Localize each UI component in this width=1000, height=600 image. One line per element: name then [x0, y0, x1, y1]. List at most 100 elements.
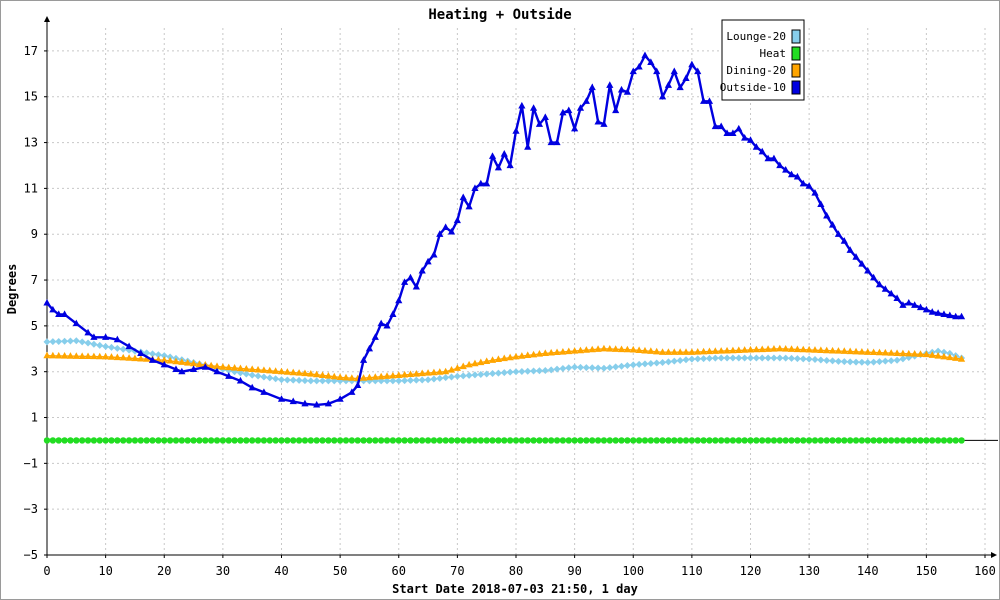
- data-point: [952, 312, 960, 320]
- data-point: [782, 354, 790, 362]
- data-point: [829, 437, 836, 444]
- data-point: [916, 350, 925, 357]
- data-point: [834, 357, 842, 365]
- data-point: [84, 328, 92, 336]
- y-tick-label: 13: [24, 136, 38, 150]
- data-point: [559, 347, 567, 355]
- data-point: [336, 373, 344, 381]
- data-point: [119, 353, 127, 361]
- data-point: [359, 374, 368, 381]
- data-point: [266, 366, 274, 374]
- data-point: [658, 348, 667, 355]
- data-point: [242, 370, 250, 378]
- data-point: [899, 437, 907, 444]
- data-point: [72, 337, 80, 345]
- data-point: [600, 437, 608, 444]
- data-point: [764, 354, 772, 362]
- data-point: [301, 399, 309, 407]
- data-point: [582, 346, 590, 353]
- data-point: [846, 437, 854, 444]
- data-point: [811, 188, 819, 196]
- legend-swatch: [791, 29, 801, 44]
- data-point: [864, 437, 871, 444]
- data-point: [501, 437, 508, 444]
- data-point: [817, 356, 825, 364]
- data-point: [958, 437, 965, 444]
- data-point: [576, 104, 585, 111]
- data-point: [905, 298, 913, 306]
- data-point: [524, 437, 531, 444]
- data-point: [957, 355, 966, 362]
- data-point: [665, 437, 672, 444]
- data-point: [500, 150, 508, 157]
- data-point: [289, 376, 297, 384]
- data-point: [600, 364, 608, 372]
- data-point: [676, 356, 684, 364]
- data-point: [864, 266, 872, 274]
- data-point: [488, 356, 497, 363]
- data-point: [248, 383, 256, 391]
- data-point: [365, 344, 374, 352]
- data-point: [676, 83, 684, 91]
- data-point: [705, 97, 714, 104]
- data-point: [670, 348, 678, 355]
- data-point: [875, 358, 883, 366]
- data-point: [43, 351, 51, 359]
- data-point: [946, 437, 954, 444]
- data-point: [248, 437, 256, 444]
- data-point: [905, 349, 913, 357]
- data-point: [881, 285, 889, 292]
- data-point: [911, 301, 919, 308]
- y-tick-label: 7: [31, 273, 38, 287]
- data-point: [512, 352, 520, 360]
- data-point: [875, 348, 884, 356]
- data-point: [213, 437, 221, 444]
- data-point: [957, 312, 966, 320]
- data-point: [90, 333, 98, 340]
- data-point: [700, 97, 708, 104]
- data-point: [588, 345, 596, 353]
- data-point: [794, 437, 801, 444]
- data-point: [840, 237, 848, 244]
- data-point: [418, 376, 426, 384]
- data-point: [254, 437, 262, 444]
- data-point: [565, 437, 572, 444]
- data-point: [125, 354, 133, 361]
- data-point: [582, 364, 590, 372]
- y-axis-label: Degrees: [5, 264, 19, 315]
- data-point: [600, 120, 608, 127]
- data-point: [940, 437, 948, 444]
- data-point: [547, 366, 555, 374]
- data-point: [571, 363, 579, 371]
- data-point: [483, 370, 491, 378]
- data-point: [436, 230, 444, 237]
- data-point: [518, 101, 526, 109]
- data-point: [465, 202, 473, 210]
- data-point: [670, 357, 678, 365]
- data-point: [518, 367, 526, 375]
- data-point: [500, 369, 508, 377]
- data-point: [536, 437, 543, 444]
- data-point: [694, 437, 701, 444]
- data-point: [383, 377, 391, 385]
- data-point: [571, 124, 579, 132]
- data-point: [143, 355, 151, 362]
- data-point: [430, 437, 438, 444]
- data-point: [553, 348, 561, 356]
- data-point: [594, 437, 602, 444]
- data-point: [277, 367, 286, 375]
- data-point: [946, 349, 954, 357]
- data-point: [160, 356, 168, 363]
- data-point: [870, 348, 878, 356]
- data-point: [131, 437, 139, 444]
- data-point: [653, 437, 660, 444]
- data-point: [331, 437, 338, 444]
- data-point: [295, 437, 303, 444]
- data-point: [782, 437, 789, 444]
- data-point: [377, 437, 385, 444]
- data-point: [905, 437, 912, 444]
- data-point: [565, 347, 573, 355]
- data-point: [283, 376, 291, 384]
- data-point: [682, 356, 690, 364]
